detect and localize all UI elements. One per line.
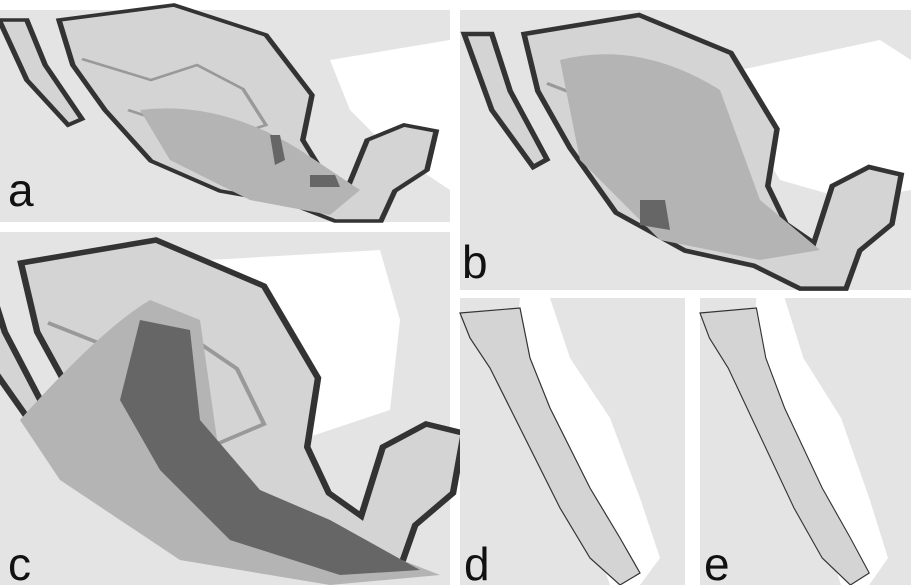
baja-map — [699, 297, 911, 585]
panel-a: a — [0, 5, 450, 222]
panel-b: b — [460, 10, 911, 290]
panel-c: c — [0, 232, 464, 585]
sea — [740, 40, 911, 200]
panel-e: e — [699, 297, 911, 585]
range-zone — [140, 108, 360, 215]
range-zone — [560, 54, 820, 261]
panel-label: e — [704, 538, 730, 585]
core-zone — [120, 320, 420, 575]
core-zone — [640, 200, 670, 230]
baja-map — [459, 297, 686, 585]
panel-d: d — [459, 297, 686, 585]
panel-label: c — [8, 538, 31, 585]
panel-label: a — [8, 164, 34, 216]
core-zone — [270, 135, 340, 187]
panel-label: b — [462, 236, 488, 288]
range-zone — [20, 300, 440, 585]
panel-label: d — [464, 538, 490, 585]
